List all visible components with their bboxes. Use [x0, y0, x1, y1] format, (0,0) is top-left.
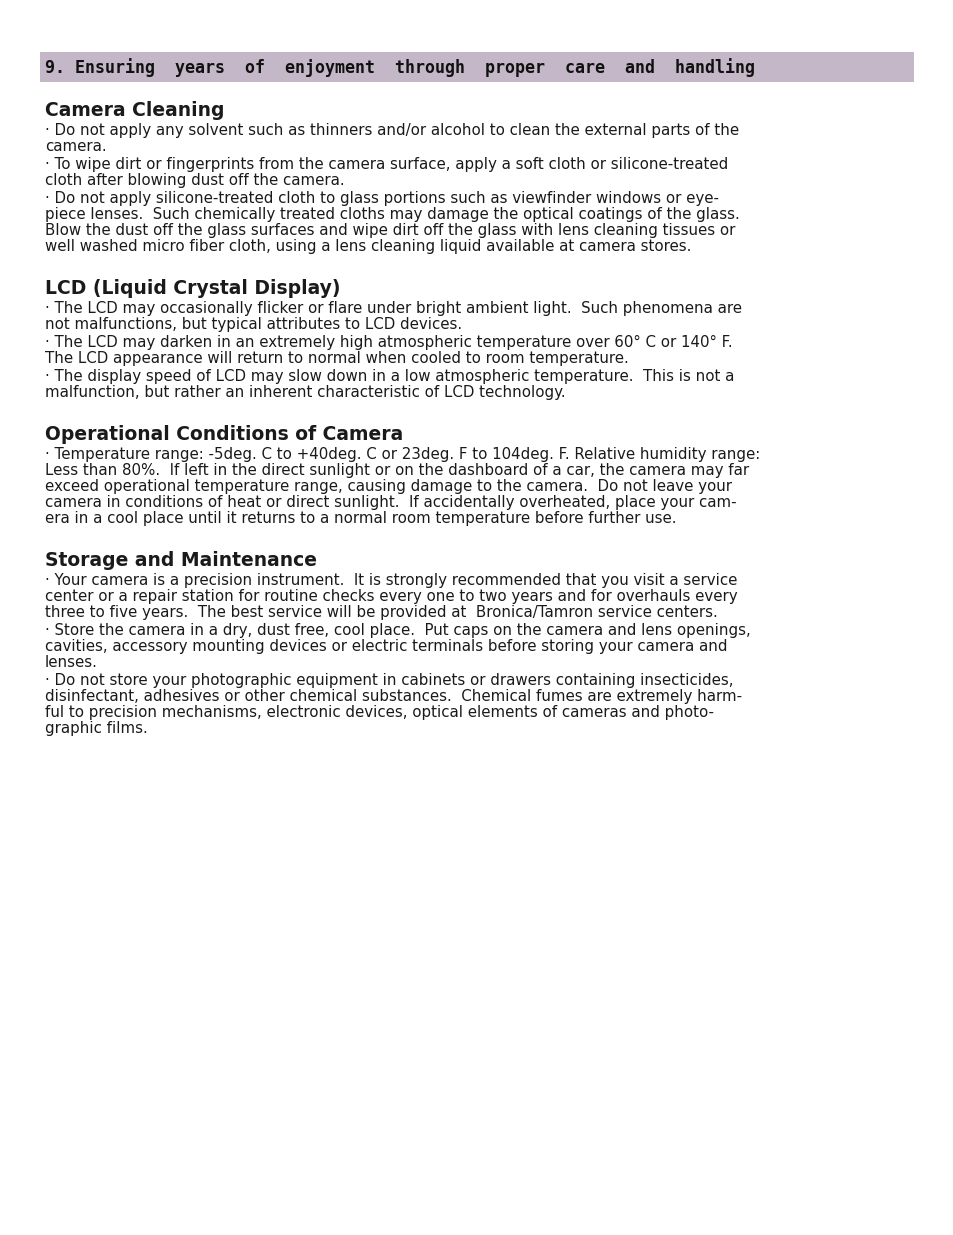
Text: The LCD appearance will return to normal when cooled to room temperature.: The LCD appearance will return to normal…: [45, 351, 628, 366]
Text: · Your camera is a precision instrument.  It is strongly recommended that you vi: · Your camera is a precision instrument.…: [45, 573, 737, 588]
Text: well washed micro fiber cloth, using a lens cleaning liquid available at camera : well washed micro fiber cloth, using a l…: [45, 240, 691, 254]
Text: Storage and Maintenance: Storage and Maintenance: [45, 551, 316, 571]
Text: · The LCD may occasionally flicker or flare under bright ambient light.  Such ph: · The LCD may occasionally flicker or fl…: [45, 301, 741, 316]
Text: · The display speed of LCD may slow down in a low atmospheric temperature.  This: · The display speed of LCD may slow down…: [45, 369, 734, 384]
Text: lenses.: lenses.: [45, 655, 98, 671]
Text: Camera Cleaning: Camera Cleaning: [45, 101, 224, 120]
Text: Blow the dust off the glass surfaces and wipe dirt off the glass with lens clean: Blow the dust off the glass surfaces and…: [45, 224, 735, 238]
Text: · Do not store your photographic equipment in cabinets or drawers containing ins: · Do not store your photographic equipme…: [45, 673, 733, 688]
Text: · The LCD may darken in an extremely high atmospheric temperature over 60° C or : · The LCD may darken in an extremely hig…: [45, 335, 732, 350]
Text: · Store the camera in a dry, dust free, cool place.  Put caps on the camera and : · Store the camera in a dry, dust free, …: [45, 622, 750, 638]
Text: Less than 80%.  If left in the direct sunlight or on the dashboard of a car, the: Less than 80%. If left in the direct sun…: [45, 463, 748, 478]
Text: LCD (Liquid Crystal Display): LCD (Liquid Crystal Display): [45, 279, 340, 298]
Text: exceed operational temperature range, causing damage to the camera.  Do not leav: exceed operational temperature range, ca…: [45, 479, 731, 494]
Text: · Do not apply silicone-treated cloth to glass portions such as viewfinder windo: · Do not apply silicone-treated cloth to…: [45, 191, 719, 206]
Text: malfunction, but rather an inherent characteristic of LCD technology.: malfunction, but rather an inherent char…: [45, 385, 565, 400]
Text: piece lenses.  Such chemically treated cloths may damage the optical coatings of: piece lenses. Such chemically treated cl…: [45, 207, 739, 222]
Text: 9. Ensuring  years  of  enjoyment  through  proper  care  and  handling: 9. Ensuring years of enjoyment through p…: [45, 58, 754, 78]
Text: · Do not apply any solvent such as thinners and/or alcohol to clean the external: · Do not apply any solvent such as thinn…: [45, 124, 739, 138]
Text: ful to precision mechanisms, electronic devices, optical elements of cameras and: ful to precision mechanisms, electronic …: [45, 705, 713, 720]
Text: cavities, accessory mounting devices or electric terminals before storing your c: cavities, accessory mounting devices or …: [45, 638, 727, 655]
Text: not malfunctions, but typical attributes to LCD devices.: not malfunctions, but typical attributes…: [45, 317, 461, 332]
Text: camera in conditions of heat or direct sunlight.  If accidentally overheated, pl: camera in conditions of heat or direct s…: [45, 495, 736, 510]
Text: cloth after blowing dust off the camera.: cloth after blowing dust off the camera.: [45, 173, 344, 188]
Bar: [40, 52, 913, 82]
Text: graphic films.: graphic films.: [45, 721, 148, 736]
Text: three to five years.  The best service will be provided at  Bronica/Tamron servi: three to five years. The best service wi…: [45, 605, 717, 620]
Text: disinfectant, adhesives or other chemical substances.  Chemical fumes are extrem: disinfectant, adhesives or other chemica…: [45, 689, 741, 704]
Text: · Temperature range: -5deg. C to +40deg. C or 23deg. F to 104deg. F. Relative hu: · Temperature range: -5deg. C to +40deg.…: [45, 447, 760, 462]
Text: center or a repair station for routine checks every one to two years and for ove: center or a repair station for routine c…: [45, 589, 737, 604]
Text: Operational Conditions of Camera: Operational Conditions of Camera: [45, 425, 403, 445]
Text: · To wipe dirt or fingerprints from the camera surface, apply a soft cloth or si: · To wipe dirt or fingerprints from the …: [45, 157, 727, 172]
Text: era in a cool place until it returns to a normal room temperature before further: era in a cool place until it returns to …: [45, 511, 676, 526]
Text: camera.: camera.: [45, 140, 107, 154]
